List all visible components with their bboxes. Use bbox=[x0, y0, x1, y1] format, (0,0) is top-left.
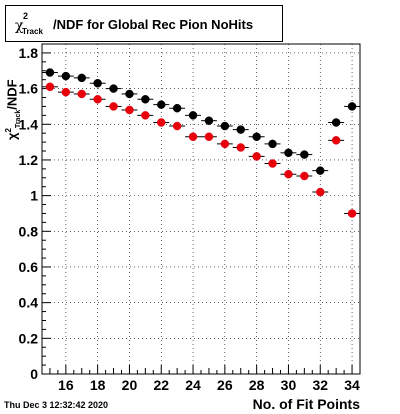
data-point-red bbox=[252, 152, 261, 161]
data-point-black bbox=[157, 100, 166, 109]
data-point-black bbox=[300, 150, 309, 159]
data-point-black bbox=[109, 84, 118, 93]
data-point-black bbox=[45, 68, 55, 77]
data-point-black bbox=[61, 71, 71, 81]
data-point-red bbox=[109, 102, 118, 111]
data-point-red bbox=[141, 111, 150, 120]
y-axis-label: χ2Track/NDF bbox=[4, 79, 22, 140]
data-point-red bbox=[316, 187, 325, 197]
x-tick-label: 30 bbox=[281, 377, 297, 393]
y-tick-label: 0 bbox=[30, 366, 38, 382]
x-tick-label: 18 bbox=[90, 377, 106, 393]
data-point-black bbox=[125, 89, 134, 99]
y-tick-label: 1.6 bbox=[19, 81, 39, 97]
data-point-black bbox=[236, 125, 245, 134]
title-superscript: 2 bbox=[23, 11, 29, 21]
x-tick-label: 22 bbox=[153, 377, 169, 393]
data-point-black bbox=[268, 139, 277, 149]
data-point-black bbox=[331, 118, 341, 127]
data-point-red bbox=[347, 209, 357, 218]
data-point-red bbox=[93, 95, 102, 104]
x-axis-label: No. of Fit Points bbox=[252, 396, 360, 412]
timestamp: Thu Dec 3 12:32:42 2020 bbox=[4, 400, 109, 410]
data-point-red bbox=[284, 169, 293, 179]
x-tick-label: 24 bbox=[185, 377, 201, 393]
x-tick-label: 28 bbox=[249, 377, 265, 393]
data-point-black bbox=[284, 148, 293, 158]
x-tick-label: 32 bbox=[312, 377, 328, 393]
data-point-red bbox=[236, 143, 245, 152]
data-point-red bbox=[45, 82, 55, 92]
x-tick-label: 34 bbox=[344, 377, 360, 393]
data-point-red bbox=[61, 87, 71, 97]
y-tick-label: 1.2 bbox=[19, 152, 39, 168]
x-tick-label: 16 bbox=[58, 377, 74, 393]
y-tick-label: 1.8 bbox=[19, 45, 39, 61]
data-point-black bbox=[188, 111, 198, 120]
axis-ticks bbox=[41, 43, 361, 375]
data-point-red bbox=[268, 159, 277, 168]
data-point-red bbox=[220, 139, 230, 149]
data-point-black bbox=[252, 132, 261, 142]
y-tick-label: 1 bbox=[30, 188, 38, 204]
tick-labels: 16 18 20 22 24 26 28 30 32 34 0 0.2 0.4 0.6 0.8 1 1.2 1.4… bbox=[19, 45, 361, 393]
data-point-red bbox=[77, 89, 86, 99]
chart-title: /NDF for Global Rec Pion NoHits bbox=[53, 17, 254, 32]
chart-title-box: χ 2 Track /NDF for Global Rec Pion NoHit… bbox=[5, 5, 283, 42]
title-subscript: Track bbox=[22, 27, 43, 36]
data-point-red bbox=[125, 105, 134, 115]
data-point-black bbox=[204, 116, 214, 125]
x-tick-label: 26 bbox=[217, 377, 233, 393]
data-point-red bbox=[172, 121, 182, 131]
data-point-black bbox=[172, 103, 182, 113]
data-point-red bbox=[331, 136, 341, 145]
data-point-red bbox=[157, 118, 166, 127]
y-tick-label: 0.6 bbox=[19, 259, 39, 275]
data-point-black bbox=[141, 95, 150, 104]
y-tick-label: 0.4 bbox=[19, 295, 39, 311]
y-tick-label: 0.8 bbox=[19, 223, 39, 239]
data-point-black bbox=[316, 166, 325, 175]
title-chi: χ bbox=[15, 18, 24, 34]
y-tick-label: 1.4 bbox=[19, 116, 39, 132]
data-point-black bbox=[93, 78, 102, 88]
data-point-black bbox=[77, 73, 86, 83]
data-point-black bbox=[347, 102, 357, 111]
data-point-black bbox=[220, 121, 230, 131]
data-points bbox=[42, 68, 360, 218]
data-point-red bbox=[300, 171, 309, 181]
x-tick-label: 20 bbox=[122, 377, 138, 393]
data-point-red bbox=[188, 132, 198, 142]
data-point-red bbox=[204, 132, 214, 142]
y-tick-label: 0.2 bbox=[19, 330, 39, 346]
